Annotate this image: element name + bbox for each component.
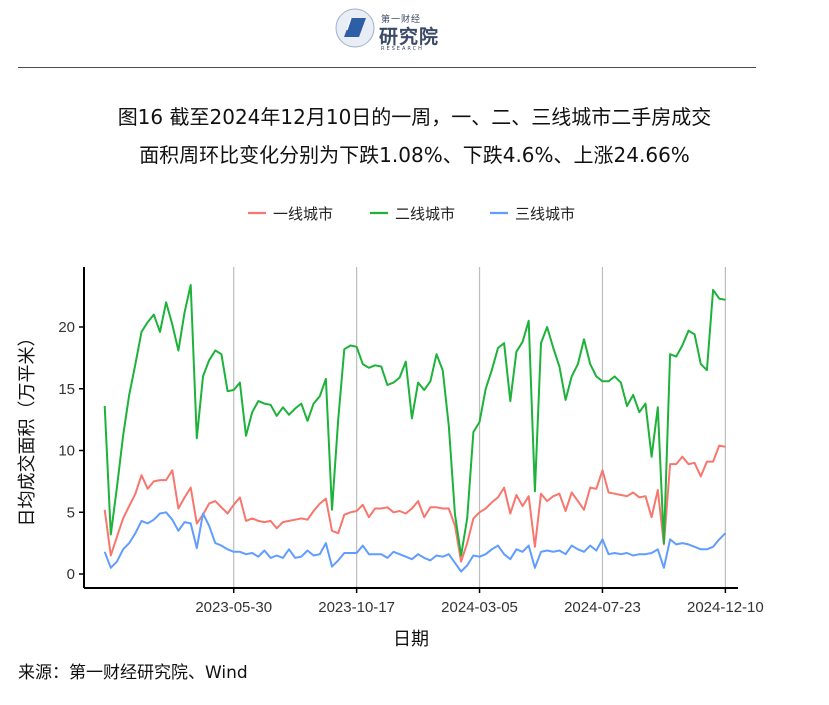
chart-grid	[233, 267, 726, 588]
chart-series	[103, 284, 727, 573]
x-tick-label: 2024-12-10	[687, 599, 764, 616]
y-tick-label: 5	[67, 504, 75, 521]
y-tick-label: 15	[58, 381, 75, 398]
x-tick-label: 2023-05-30	[195, 599, 272, 616]
x-tick-label: 2023-10-17	[318, 599, 395, 616]
series-line-3	[103, 511, 727, 573]
y-axis-title: 日均成交面积（万平米）	[17, 329, 38, 527]
x-axis-title: 日期	[393, 629, 429, 650]
logo-main-text: 研究院	[379, 26, 440, 48]
chart-legend: 一线城市 二线城市 三线城市	[248, 205, 575, 223]
chart-axes: 0 5 10 15 20 2023-05-30 2023-10-17 2024-03-05 20…	[58, 267, 764, 616]
logo-sub-text: RESEARCH	[381, 46, 424, 52]
series-line-1	[103, 444, 726, 563]
book-logo-icon	[335, 8, 375, 48]
x-tick-label: 2024-03-05	[441, 599, 518, 616]
header-divider	[18, 67, 756, 68]
line-chart: 一线城市 二线城市 三线城市 0 5 10 15 20 2023-05-30 2023-10-1…	[17, 205, 764, 650]
y-tick-label: 20	[58, 319, 75, 336]
series-line-2	[103, 284, 726, 557]
legend-label-3: 三线城市	[515, 205, 575, 223]
y-tick-label: 0	[67, 566, 75, 583]
logo-top-text: 第一财经	[381, 15, 422, 25]
source-note: 来源：第一财经研究院、Wind	[18, 663, 248, 683]
legend-label-1: 一线城市	[273, 205, 333, 223]
x-tick-label: 2024-07-23	[564, 599, 641, 616]
figure-title: 图16 截至2024年12月10日的一周，一、二、三线城市二手房成交 面积周环比…	[0, 98, 829, 174]
figure-title-line2: 面积周环比变化分别为下跌1.08%、下跌4.6%、上涨24.66%	[139, 143, 690, 167]
research-institute-logo: 第一财经 研究院 RESEARCH	[335, 6, 465, 54]
legend-label-2: 二线城市	[395, 205, 455, 223]
y-tick-label: 10	[58, 443, 75, 460]
figure-title-line1: 图16 截至2024年12月10日的一周，一、二、三线城市二手房成交	[117, 105, 712, 129]
